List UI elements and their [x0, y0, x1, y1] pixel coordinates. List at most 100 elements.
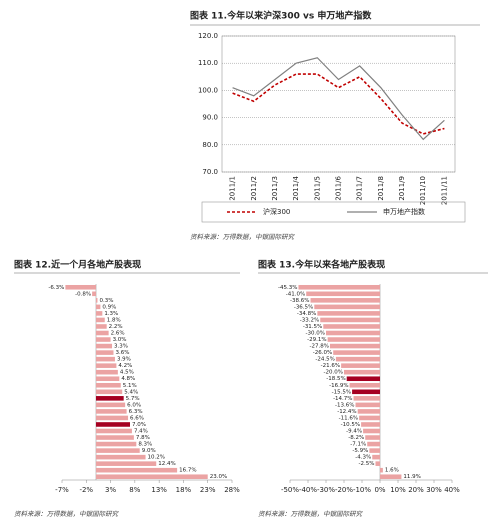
value-label: 4.5%: [120, 370, 134, 376]
bar: [327, 337, 380, 342]
bar: [96, 317, 105, 323]
value-label: 6.3%: [129, 409, 143, 415]
bar: [320, 317, 380, 323]
bar: [96, 422, 130, 427]
value-label: -2.5%: [359, 461, 375, 467]
bar: [96, 369, 118, 375]
bar: [314, 304, 380, 310]
value-label: 7.4%: [134, 429, 148, 435]
value-label: -34.8%: [297, 311, 316, 317]
bar: [357, 409, 380, 414]
bar: [346, 376, 380, 382]
value-label: 12.4%: [158, 461, 175, 467]
value-label: -10.5%: [341, 422, 360, 428]
value-label: -4.3%: [355, 455, 371, 461]
value-label: 4.8%: [121, 376, 135, 382]
bar: [323, 324, 380, 329]
value-label: -8.2%: [348, 435, 364, 441]
bar: [359, 415, 380, 421]
bar: [96, 402, 126, 408]
bar: [363, 428, 380, 434]
bar: [96, 428, 132, 434]
bar: [329, 343, 380, 349]
bar: [96, 461, 157, 466]
y-tick-label: 120.0: [198, 32, 218, 40]
value-label: 11.9%: [403, 474, 420, 480]
value-label: 9.0%: [142, 448, 156, 454]
x-tick-label: 2011/1: [229, 176, 237, 201]
x-tick-label: -20%: [335, 486, 353, 494]
value-label: -24.5%: [315, 357, 334, 363]
x-tick-label: 2011/5: [313, 176, 321, 201]
x-tick-label: -30%: [317, 486, 335, 494]
value-label: -11.6%: [339, 415, 358, 421]
bar: [344, 369, 380, 375]
line-series: [232, 73, 445, 135]
value-label: 6.0%: [127, 402, 141, 408]
bar: [353, 396, 380, 401]
value-label: 1.8%: [107, 317, 121, 323]
y-tick-label: 70.0: [202, 168, 218, 176]
bar: [96, 467, 178, 473]
bar: [96, 441, 137, 447]
x-tick-label: 30%: [426, 486, 442, 494]
x-tick-label: 18%: [176, 486, 192, 494]
chart-title: 图表 13.今年以来各地产股表现: [258, 259, 385, 271]
legend-label: 沪深300: [263, 207, 290, 216]
bar: [365, 435, 380, 440]
value-label: -45.3%: [278, 285, 297, 291]
value-label: -5.9%: [352, 448, 368, 454]
value-label: 5.1%: [123, 383, 137, 389]
bar: [96, 435, 134, 440]
value-label: -0.8%: [75, 291, 91, 297]
value-label: -29.1%: [307, 337, 326, 343]
x-tick-label: 3%: [105, 486, 116, 494]
x-tick-label: 2011/10: [419, 176, 427, 205]
value-label: -14.7%: [333, 396, 352, 402]
bar: [96, 324, 107, 329]
value-label: 3.0%: [113, 337, 127, 343]
x-tick-label: 2011/9: [398, 176, 406, 201]
value-label: -30.0%: [306, 331, 325, 337]
x-tick-label: -7%: [55, 486, 69, 494]
value-label: -18.5%: [326, 376, 345, 382]
value-label: -36.5%: [294, 304, 313, 310]
bar: [310, 298, 380, 303]
bar: [349, 382, 380, 388]
bar: [96, 330, 109, 336]
source: 资料来源：万得数据，中银国际研究: [190, 233, 296, 241]
x-tick-label: 2011/6: [335, 175, 343, 200]
bar: [380, 474, 402, 480]
value-label: 3.3%: [114, 344, 128, 350]
bar: [298, 284, 380, 290]
value-label: -26.0%: [313, 350, 332, 356]
bar: [96, 415, 129, 421]
bar: [306, 291, 380, 297]
bar: [96, 382, 121, 388]
bar: [341, 363, 380, 368]
x-tick-label: 20%: [408, 486, 424, 494]
legend-label: 申万地产指数: [383, 207, 425, 216]
bar: [96, 409, 127, 414]
bar: [96, 356, 115, 362]
bar: [96, 350, 114, 355]
bar: [65, 284, 96, 290]
x-tick-label: 10%: [390, 486, 406, 494]
x-tick-label: 0%: [374, 486, 385, 494]
x-tick-label: 2011/4: [292, 175, 300, 200]
x-tick-label: -40%: [299, 486, 317, 494]
bar: [96, 454, 146, 460]
value-label: -27.8%: [309, 344, 328, 350]
bar: [367, 441, 380, 447]
x-tick-label: 8%: [129, 486, 140, 494]
x-tick-label: -50%: [281, 486, 299, 494]
bar: [96, 311, 103, 316]
value-label: -38.6%: [290, 298, 309, 304]
value-label: 3.9%: [117, 357, 131, 363]
value-label: -9.4%: [346, 429, 362, 435]
x-tick-label: 2011/8: [377, 176, 385, 201]
value-label: -31.5%: [303, 324, 322, 330]
y-tick-label: 90.0: [202, 114, 218, 122]
bar: [372, 454, 380, 460]
